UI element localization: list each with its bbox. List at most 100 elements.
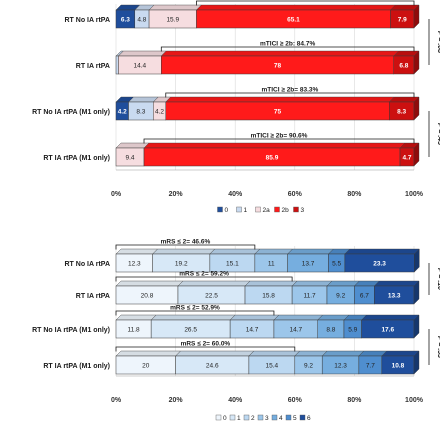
bar-value-label: 13.3 — [388, 293, 401, 300]
p-value-label: P = .10 — [436, 268, 440, 290]
bar-value-label: 15.4 — [266, 363, 279, 370]
bar-segment-top — [317, 314, 350, 321]
bar-segment-top — [381, 350, 420, 357]
legend-swatch — [285, 414, 292, 421]
x-tick-label: 100% — [405, 191, 424, 198]
bar-side-face — [413, 50, 420, 75]
bar-segment-top — [115, 248, 159, 255]
category-label: RT No IA rtPA (M1 only) — [32, 109, 110, 116]
bar-segment-top — [115, 350, 182, 357]
bar-segment-top — [177, 280, 251, 287]
bar-segment-top — [291, 280, 333, 287]
bar-value-label: 4.7 — [402, 155, 411, 162]
chart-panel-1: RT No IA rtPA RT IA rtPA RT No IA rtPA (M1… — [32, 0, 440, 214]
significance-bracket — [115, 310, 275, 316]
bar-segment-top — [160, 50, 400, 57]
legend-label: 2 — [251, 415, 255, 422]
x-tick-label: 40% — [228, 191, 243, 198]
significance-bracket — [143, 138, 415, 144]
bar-segment-top — [152, 248, 216, 255]
bar-value-label: 22.5 — [205, 293, 218, 300]
category-label: RT No IA rtPA — [65, 261, 111, 268]
bar-value-label: 14.4 — [134, 63, 147, 70]
bar-value-label: 19.2 — [175, 261, 188, 268]
bar-value-label: 6.3 — [121, 17, 130, 24]
bar-value-label: 5.5 — [332, 261, 341, 268]
bar-segment-top — [361, 314, 420, 321]
bar-value-label: 5.9 — [348, 327, 357, 334]
legend: 0 1 2 3 4 5 6 — [215, 414, 311, 422]
x-tick-label: 80% — [347, 191, 362, 198]
bar-value-label: 65.1 — [287, 17, 300, 24]
x-tick-label: 80% — [347, 397, 362, 404]
legend-swatch — [293, 206, 299, 213]
bar-value-label: 20 — [142, 363, 150, 370]
category-label: RT No IA rtPA — [65, 17, 111, 24]
bar-segment-top — [229, 314, 280, 321]
bar-value-label: 9.4 — [125, 155, 134, 162]
bar-value-label: 75 — [274, 109, 282, 116]
bar-value-label: 9.2 — [336, 293, 345, 300]
legend-label: 3 — [265, 415, 269, 422]
bracket-label: mRS ≤ 2= 60.0% — [181, 341, 231, 348]
significance-bracket — [196, 0, 415, 6]
legend-swatch — [271, 414, 278, 421]
significance-bracket — [115, 244, 256, 250]
category-label: RT IA rtPA — [76, 293, 110, 300]
bar-value-label: 14.7 — [246, 327, 259, 334]
bar-value-label: 15.9 — [166, 17, 179, 24]
significance-bracket — [160, 46, 415, 52]
p-value-label: P = .53 — [436, 336, 440, 358]
bar-value-label: 26.5 — [184, 327, 197, 334]
legend-swatch — [236, 206, 242, 213]
legend-label: 1 — [244, 207, 248, 214]
bar-value-label: 7.7 — [366, 363, 375, 370]
bar-value-label: 85.9 — [266, 155, 279, 162]
x-tick-label: 0% — [111, 191, 122, 198]
bar-value-label: 8.3 — [136, 109, 145, 116]
legend-swatch — [243, 414, 250, 421]
bar-segment-top — [287, 248, 334, 255]
significance-bracket — [115, 276, 293, 282]
bar-segment-top — [148, 4, 202, 11]
bar-segment-top — [273, 314, 324, 321]
chart-panel-2: RT No IA rtPA RT IA rtPA RT No IA rtPA (M1… — [32, 239, 440, 423]
bar-segment-top — [143, 142, 406, 149]
legend-label: 5 — [293, 415, 297, 422]
bar-value-label: 15.1 — [226, 261, 239, 268]
bar-value-label: 4.8 — [137, 17, 146, 24]
p-value-label: P = .08 — [436, 31, 440, 53]
bar-value-label: 13.7 — [302, 261, 315, 268]
bar-value-label: 4.2 — [118, 109, 127, 116]
bar-segment-top — [195, 4, 396, 11]
bar-value-label: 78 — [274, 63, 282, 70]
bar-value-label: 12.3 — [128, 261, 141, 268]
bar-side-face — [413, 314, 420, 339]
bar-side-face — [413, 96, 420, 121]
bar-value-label: 6.7 — [360, 293, 369, 300]
bracket-label: mTICI ≥ 2b: 84.7% — [260, 41, 315, 48]
bracket-label: mTICI ≥ 2b= 73.0% — [277, 0, 334, 2]
bar-side-face — [413, 350, 420, 375]
bar-value-label: 23.3 — [373, 261, 386, 268]
bracket-label: mRS ≤ 2= 59.2% — [179, 271, 229, 278]
bar-segment-top — [248, 350, 301, 357]
legend-swatch — [257, 414, 264, 421]
bar-side-face — [414, 248, 420, 273]
legend-label: 2a — [263, 207, 271, 214]
x-tick-label: 100% — [405, 397, 424, 404]
legend-label: 0 — [223, 415, 227, 422]
legend: 0 1 2a 2b 3 — [217, 206, 305, 214]
category-label: RT IA rtPA (M1 only) — [43, 363, 110, 370]
legend-label: 6 — [307, 415, 311, 422]
bar-segment-top — [326, 280, 360, 287]
bar-value-label: 9.2 — [304, 363, 313, 370]
category-label: RT No IA rtPA (M1 only) — [32, 327, 110, 334]
legend-label: 3 — [301, 207, 305, 214]
bar-segment-top — [115, 142, 150, 149]
bracket-label: mRS ≤ 2= 46.6% — [161, 239, 211, 246]
bar-side-face — [413, 142, 420, 167]
legend-label: 2b — [282, 207, 290, 214]
